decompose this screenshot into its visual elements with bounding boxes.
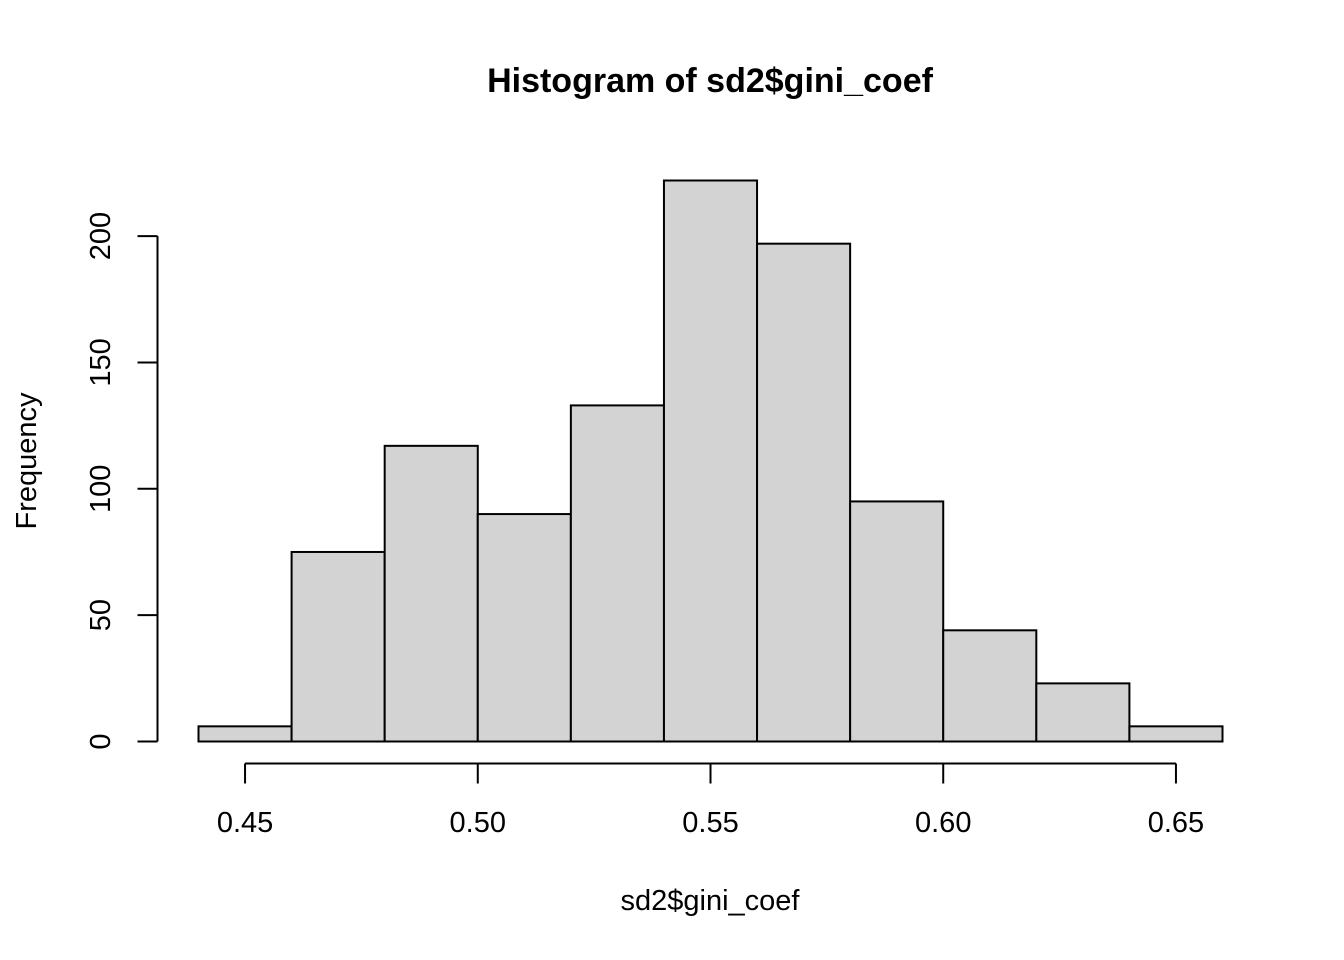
x-tick-label: 0.65 bbox=[1148, 807, 1204, 839]
histogram-bar bbox=[662, 179, 759, 743]
y-axis-label: Frequency bbox=[11, 392, 43, 530]
x-tick-label: 0.45 bbox=[217, 807, 273, 839]
histogram-bar bbox=[756, 242, 852, 743]
x-tick-label: 0.55 bbox=[682, 807, 738, 839]
y-tick-label: 100 bbox=[85, 465, 117, 513]
y-axis: 0 50 100 150 200 bbox=[85, 212, 159, 750]
histogram-bar bbox=[569, 404, 665, 743]
histogram-bar bbox=[942, 629, 1038, 743]
x-tick-label: 0.50 bbox=[450, 807, 506, 839]
chart-title: Histogram of sd2$gini_coef bbox=[487, 62, 934, 100]
y-tick-label: 200 bbox=[85, 212, 117, 260]
x-axis: 0.45 0.50 0.55 0.60 0.65 bbox=[217, 762, 1204, 839]
y-tick-label: 0 bbox=[85, 733, 117, 749]
histogram-bar bbox=[197, 725, 293, 743]
histogram-bar bbox=[383, 444, 479, 743]
histogram-bar bbox=[1128, 725, 1224, 743]
histogram-bar bbox=[476, 513, 572, 743]
y-tick-label: 150 bbox=[85, 338, 117, 386]
bars-group bbox=[197, 179, 1224, 743]
y-tick-label: 50 bbox=[85, 599, 117, 631]
histogram-bar bbox=[849, 500, 945, 743]
x-tick-label: 0.60 bbox=[915, 807, 971, 839]
histogram-bar bbox=[1035, 682, 1131, 743]
histogram-bar bbox=[290, 550, 386, 743]
x-axis-label: sd2$gini_coef bbox=[621, 885, 801, 917]
